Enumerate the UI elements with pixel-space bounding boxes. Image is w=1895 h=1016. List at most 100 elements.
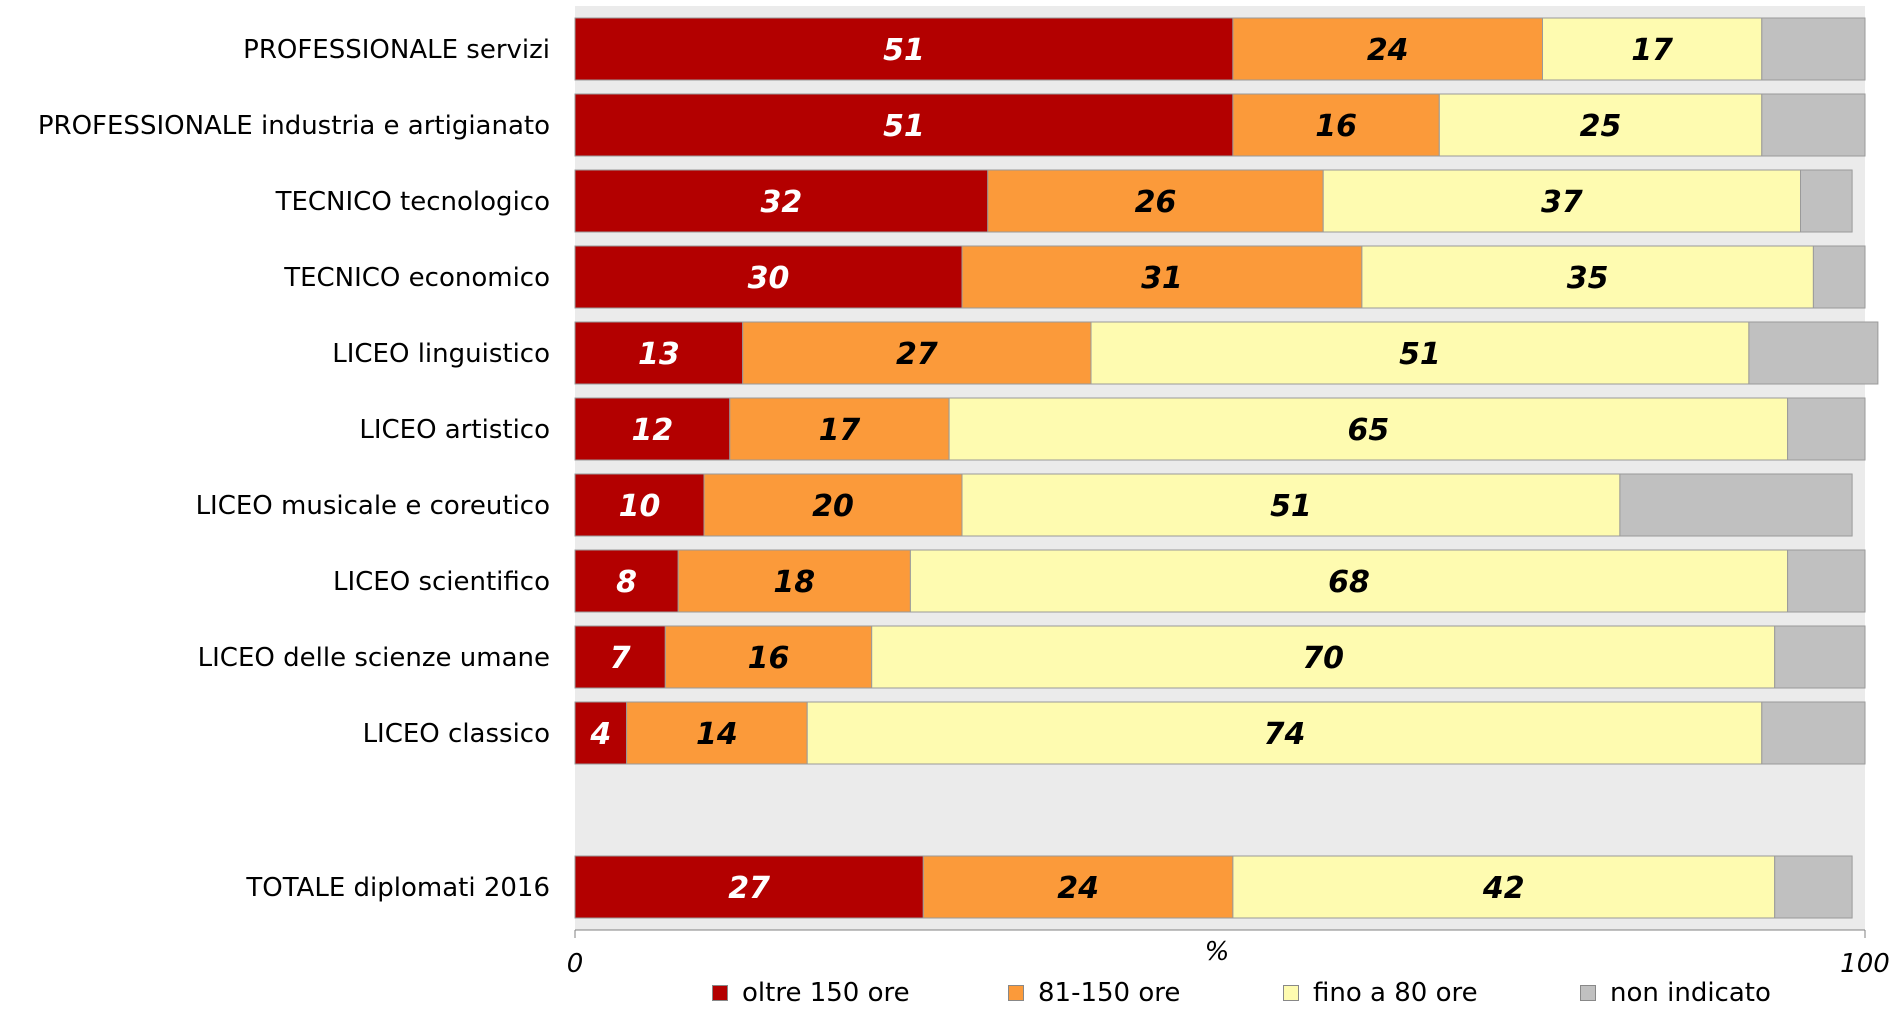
bar-liceo-delle-scienze-umane-81-150-ore	[664, 625, 873, 689]
bar-liceo-scientifico-81-150-ore	[677, 549, 911, 613]
value-label-tecnico-economico-oltre-150-ore: 30	[748, 261, 790, 296]
legend-swatch	[1580, 985, 1596, 1001]
value-label-liceo-musicale-e-coreutico-fino-a-80-ore: 51	[1270, 489, 1312, 524]
bar-liceo-classico-fino-a-80-ore	[806, 701, 1763, 765]
value-label-liceo-artistico-oltre-150-ore: 12	[632, 413, 674, 448]
category-label-liceo-delle-scienze-umane: LICEO delle scienze umane	[198, 643, 550, 673]
value-label-tecnico-tecnologico-fino-a-80-ore: 37	[1541, 185, 1583, 220]
category-label-professionale-servizi: PROFESSIONALE servizi	[243, 35, 550, 65]
category-label-tecnico-tecnologico: TECNICO tecnologico	[275, 187, 550, 217]
category-label-liceo-artistico: LICEO artistico	[359, 415, 550, 445]
legend-label: fino a 80 ore	[1313, 978, 1478, 1008]
value-label-liceo-delle-scienze-umane-oltre-150-ore: 7	[610, 641, 631, 676]
bar-liceo-classico-oltre-150-ore	[574, 701, 628, 765]
bar-liceo-scientifico-fino-a-80-ore	[909, 549, 1789, 613]
legend-item-fino-a-80-ore: fino a 80 ore	[1283, 978, 1478, 1008]
bar-liceo-musicale-e-coreutico-81-150-ore	[703, 473, 963, 537]
value-label-professionale-servizi-81-150-ore: 24	[1367, 33, 1409, 68]
value-label-totale-diplomati-2016-81-150-ore: 24	[1057, 871, 1099, 906]
category-label-professionale-industria-e-artigianato: PROFESSIONALE industria e artigianato	[38, 111, 550, 141]
legend-item-non-indicato: non indicato	[1580, 978, 1771, 1008]
value-label-liceo-delle-scienze-umane-fino-a-80-ore: 70	[1302, 641, 1344, 676]
bar-professionale-industria-e-artigianato-non-indicato	[1761, 93, 1866, 157]
bar-professionale-servizi-non-indicato	[1761, 17, 1866, 81]
value-label-professionale-industria-e-artigianato-81-150-ore: 16	[1315, 109, 1357, 144]
value-label-liceo-linguistico-81-150-ore: 27	[896, 337, 938, 372]
bar-totale-diplomati-2016-non-indicato	[1774, 855, 1853, 919]
value-label-liceo-musicale-e-coreutico-81-150-ore: 20	[812, 489, 854, 524]
category-label-liceo-linguistico: LICEO linguistico	[332, 339, 550, 369]
value-label-tecnico-economico-81-150-ore: 31	[1141, 261, 1183, 296]
value-label-liceo-classico-oltre-150-ore: 4	[589, 717, 611, 752]
bar-professionale-servizi-fino-a-80-ore	[1542, 17, 1763, 81]
legend-swatch	[1283, 985, 1299, 1001]
value-label-liceo-artistico-81-150-ore: 17	[819, 413, 861, 448]
bar-totale-diplomati-2016-oltre-150-ore	[574, 855, 924, 919]
value-label-liceo-classico-fino-a-80-ore: 74	[1264, 717, 1306, 752]
plot-background	[575, 6, 1865, 930]
x-tick-label-0: 0	[567, 949, 584, 979]
bar-professionale-industria-e-artigianato-oltre-150-ore	[574, 93, 1234, 157]
bars: 51 24 17 51 16 25 32 26 37 30 31 35 13 27 51 12 17 65 10 20…	[574, 17, 1879, 919]
value-label-professionale-industria-e-artigianato-oltre-150-ore: 51	[883, 109, 925, 144]
value-label-liceo-scientifico-oltre-150-ore: 8	[616, 565, 637, 600]
value-label-liceo-scientifico-81-150-ore: 18	[773, 565, 815, 600]
bar-liceo-artistico-fino-a-80-ore	[948, 397, 1789, 461]
bar-liceo-linguistico-non-indicato	[1748, 321, 1879, 385]
legend-item-81-150-ore: 81-150 ore	[1008, 978, 1180, 1008]
bar-professionale-servizi-oltre-150-ore	[574, 17, 1234, 81]
bar-liceo-artistico-non-indicato	[1787, 397, 1866, 461]
value-label-liceo-linguistico-fino-a-80-ore: 51	[1399, 337, 1441, 372]
bar-tecnico-tecnologico-fino-a-80-ore	[1322, 169, 1801, 233]
value-label-totale-diplomati-2016-oltre-150-ore: 27	[728, 871, 770, 906]
category-label-totale-diplomati-2016: TOTALE diplomati 2016	[245, 873, 550, 903]
bar-tecnico-economico-oltre-150-ore	[574, 245, 963, 309]
category-label-tecnico-economico: TECNICO economico	[283, 263, 550, 293]
legend-label: oltre 150 ore	[742, 978, 910, 1008]
bar-tecnico-tecnologico-non-indicato	[1800, 169, 1853, 233]
value-label-tecnico-tecnologico-oltre-150-ore: 32	[761, 185, 803, 220]
value-label-liceo-classico-81-150-ore: 14	[696, 717, 738, 752]
bar-totale-diplomati-2016-81-150-ore	[922, 855, 1234, 919]
value-label-tecnico-tecnologico-81-150-ore: 26	[1135, 185, 1177, 220]
legend: oltre 150 ore 81-150 ore fino a 80 ore non …	[0, 978, 1895, 1008]
bar-liceo-artistico-oltre-150-ore	[574, 397, 731, 461]
value-label-liceo-linguistico-oltre-150-ore: 13	[638, 337, 680, 372]
legend-label: non indicato	[1610, 978, 1771, 1008]
bar-tecnico-economico-81-150-ore	[961, 245, 1363, 309]
value-label-liceo-musicale-e-coreutico-oltre-150-ore: 10	[619, 489, 661, 524]
bar-tecnico-economico-fino-a-80-ore	[1361, 245, 1814, 309]
bar-liceo-musicale-e-coreutico-non-indicato	[1619, 473, 1853, 537]
bar-tecnico-tecnologico-81-150-ore	[987, 169, 1324, 233]
legend-item-oltre-150-ore: oltre 150 ore	[712, 978, 910, 1008]
legend-swatch	[712, 985, 728, 1001]
x-axis-title: %	[1205, 937, 1230, 967]
bar-liceo-scientifico-non-indicato	[1787, 549, 1866, 613]
bar-professionale-industria-e-artigianato-fino-a-80-ore	[1438, 93, 1763, 157]
value-label-professionale-servizi-fino-a-80-ore: 17	[1631, 33, 1673, 68]
bar-tecnico-tecnologico-oltre-150-ore	[574, 169, 989, 233]
x-axis: 0 100 %	[567, 929, 1890, 979]
category-label-liceo-classico: LICEO classico	[363, 719, 550, 749]
bar-liceo-artistico-81-150-ore	[729, 397, 950, 461]
value-label-liceo-artistico-fino-a-80-ore: 65	[1347, 413, 1389, 448]
bar-liceo-classico-non-indicato	[1761, 701, 1866, 765]
category-label-liceo-scientifico: LICEO scientifico	[333, 567, 550, 597]
category-labels: PROFESSIONALE servizi PROFESSIONALE indus…	[38, 35, 550, 903]
bar-liceo-delle-scienze-umane-fino-a-80-ore	[871, 625, 1776, 689]
value-label-tecnico-economico-fino-a-80-ore: 35	[1567, 261, 1609, 296]
category-label-liceo-musicale-e-coreutico: LICEO musicale e coreutico	[196, 491, 550, 521]
bar-professionale-industria-e-artigianato-81-150-ore	[1232, 93, 1440, 157]
bar-liceo-musicale-e-coreutico-fino-a-80-ore	[961, 473, 1621, 537]
bar-liceo-delle-scienze-umane-oltre-150-ore	[574, 625, 666, 689]
bar-liceo-delle-scienze-umane-non-indicato	[1774, 625, 1866, 689]
legend-swatch	[1008, 985, 1024, 1001]
bar-tecnico-economico-non-indicato	[1812, 245, 1866, 309]
value-label-liceo-delle-scienze-umane-81-150-ore: 16	[748, 641, 790, 676]
bar-liceo-linguistico-fino-a-80-ore	[1090, 321, 1750, 385]
bar-totale-diplomati-2016-fino-a-80-ore	[1232, 855, 1776, 919]
value-label-professionale-servizi-oltre-150-ore: 51	[883, 33, 925, 68]
legend-label: 81-150 ore	[1038, 978, 1181, 1008]
value-label-professionale-industria-e-artigianato-fino-a-80-ore: 25	[1580, 109, 1622, 144]
